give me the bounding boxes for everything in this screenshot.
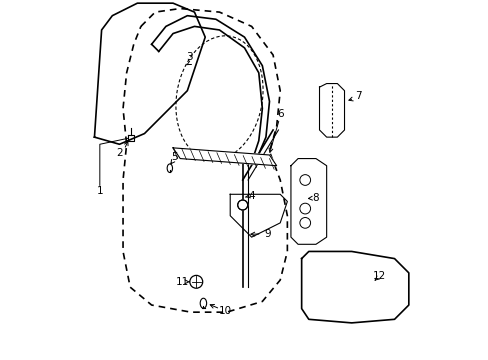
Text: 4: 4 xyxy=(248,191,254,201)
Text: 7: 7 xyxy=(354,91,361,101)
Circle shape xyxy=(189,275,203,288)
Text: 8: 8 xyxy=(312,193,319,203)
Text: 1: 1 xyxy=(96,186,103,196)
Text: 2: 2 xyxy=(116,148,122,158)
Circle shape xyxy=(237,200,247,210)
Text: 3: 3 xyxy=(185,52,192,62)
Text: 10: 10 xyxy=(219,306,232,316)
Polygon shape xyxy=(173,148,276,166)
Text: 12: 12 xyxy=(372,271,386,281)
Circle shape xyxy=(299,175,310,185)
Text: 11: 11 xyxy=(175,277,188,287)
Text: 9: 9 xyxy=(264,229,270,239)
Circle shape xyxy=(299,217,310,228)
Text: 6: 6 xyxy=(277,109,284,119)
Circle shape xyxy=(299,203,310,214)
Text: 5: 5 xyxy=(171,152,178,162)
